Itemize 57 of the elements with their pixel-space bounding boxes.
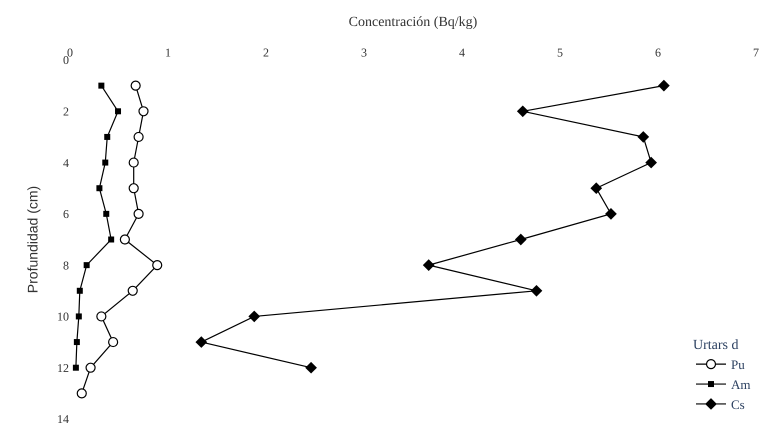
x-tick-label: 3 <box>361 46 367 60</box>
point <box>76 388 87 398</box>
legend-title: Urtars d <box>693 338 738 354</box>
point <box>195 336 208 348</box>
y-tick-label: 4 <box>63 156 69 170</box>
point <box>72 364 79 371</box>
point <box>645 156 657 168</box>
x-tick-label: 4 <box>459 46 465 60</box>
point <box>103 210 110 217</box>
point <box>120 234 130 245</box>
point <box>74 339 80 346</box>
point <box>76 288 83 294</box>
point <box>108 236 114 242</box>
point <box>134 132 144 142</box>
y-tick-label: 8 <box>63 258 69 272</box>
point <box>98 82 104 89</box>
point <box>152 260 162 270</box>
x-tick-label: 1 <box>165 46 171 60</box>
point <box>128 183 139 194</box>
point <box>76 313 82 320</box>
point <box>108 336 118 348</box>
point <box>96 311 106 322</box>
x-tick-label: 5 <box>557 46 563 60</box>
legend-label: Pu <box>731 357 746 372</box>
y-tick-label: 2 <box>63 104 69 118</box>
point <box>530 284 542 297</box>
point <box>514 234 527 246</box>
x-tick-label: 2 <box>263 46 269 60</box>
point <box>102 160 108 166</box>
point <box>128 286 138 296</box>
point <box>134 208 144 219</box>
point <box>605 208 617 220</box>
point <box>658 80 670 92</box>
point <box>104 134 110 140</box>
point <box>85 362 96 373</box>
legend-label: Cs <box>731 397 745 412</box>
y-tick-label: 14 <box>57 412 69 426</box>
point <box>130 80 141 91</box>
point <box>305 362 317 374</box>
x-axis-title: Concentración (Bq/kg) <box>348 15 478 30</box>
y-tick-label: 10 <box>57 310 69 324</box>
point <box>590 182 602 194</box>
point <box>138 106 149 116</box>
point <box>115 108 122 114</box>
legend-label: Am <box>731 377 750 392</box>
point <box>96 185 102 192</box>
point <box>516 105 529 118</box>
point <box>248 310 260 322</box>
x-tick-label: 6 <box>655 46 661 60</box>
point <box>422 259 435 271</box>
y-tick-label: 12 <box>57 360 69 375</box>
point <box>128 157 139 168</box>
point <box>637 131 650 143</box>
y-tick-label: 6 <box>63 207 69 222</box>
point <box>84 262 90 268</box>
x-tick-label: 7 <box>753 46 759 60</box>
y-axis-title: Profundidad (cm) <box>24 186 41 294</box>
